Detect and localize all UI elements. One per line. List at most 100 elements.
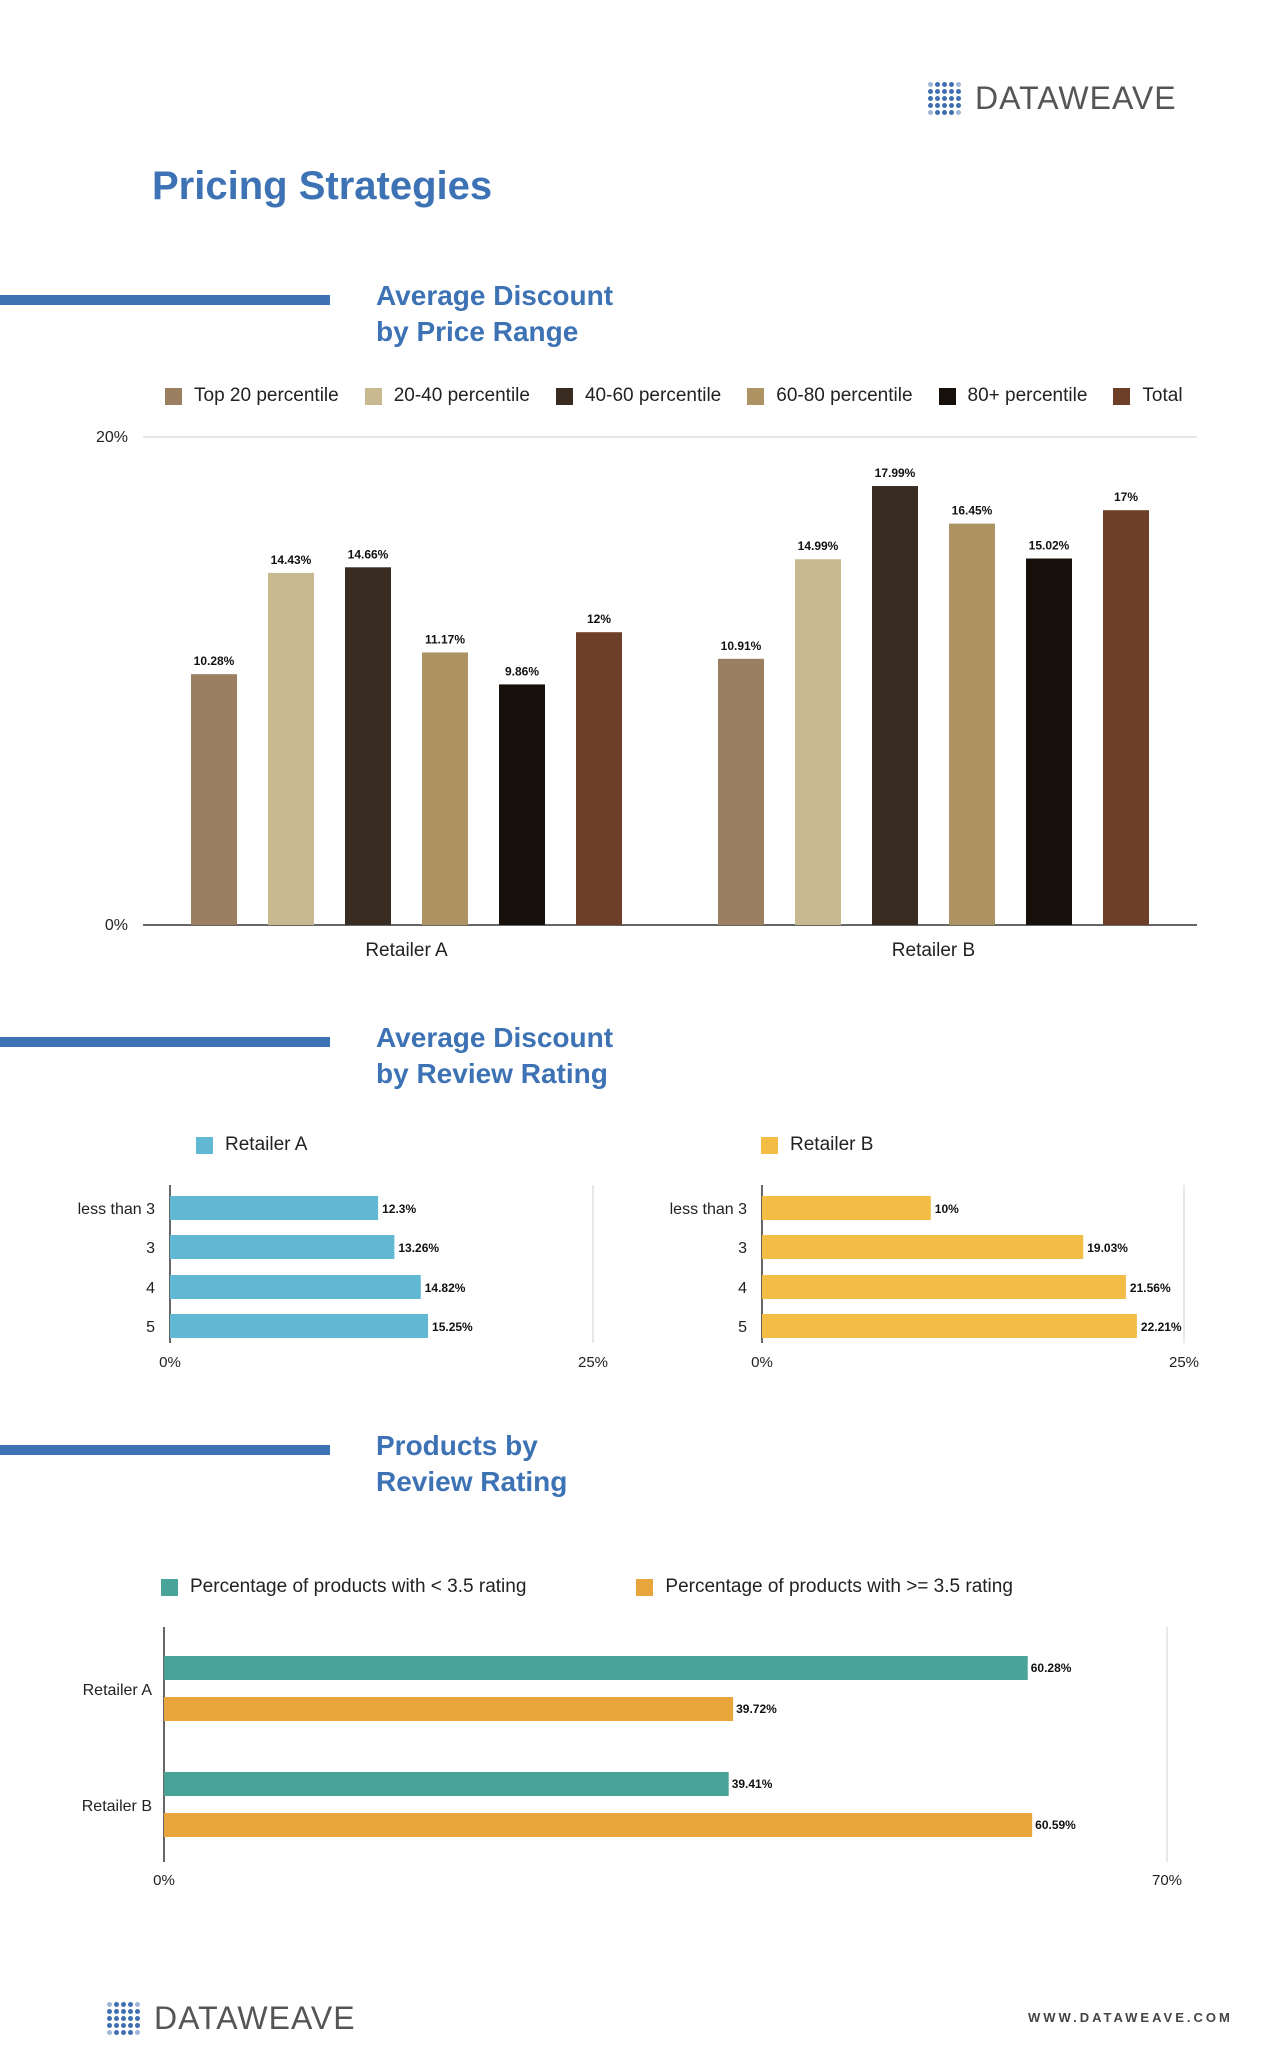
bar <box>1103 510 1149 925</box>
data-label: 15.02% <box>1029 539 1070 553</box>
y-tick-label: 20% <box>96 429 128 446</box>
retailer-b-legend: Retailer B <box>761 1134 873 1156</box>
data-label: 15.25% <box>432 1320 473 1334</box>
bar <box>191 674 237 925</box>
data-label: 17% <box>1114 490 1138 504</box>
legend-item: Retailer A <box>196 1134 307 1156</box>
bar <box>170 1275 421 1299</box>
bar <box>170 1196 379 1220</box>
section-title-review-rating: Average Discount by Review Rating <box>376 1020 613 1092</box>
legend-label: 60-80 percentile <box>776 385 913 406</box>
page-title: Pricing Strategies <box>152 164 493 208</box>
section-title-line: Average Discount <box>376 280 614 311</box>
legend-label: Top 20 percentile <box>194 385 339 406</box>
section-divider-bar <box>0 1037 330 1047</box>
data-label: 60.59% <box>1035 1818 1076 1832</box>
data-label: 60.28% <box>1031 1661 1072 1675</box>
y-tick-label: Retailer B <box>82 1798 152 1815</box>
data-label: 39.72% <box>736 1702 777 1716</box>
bar <box>345 567 391 925</box>
legend-swatch <box>161 1578 178 1596</box>
x-tick-label: Retailer A <box>365 940 448 961</box>
data-label: 10.91% <box>721 639 762 653</box>
legend-label: 80+ percentile <box>967 385 1088 406</box>
legend-swatch <box>364 387 382 405</box>
data-label: 39.41% <box>732 1777 773 1791</box>
section-title-line: Products by <box>376 1430 538 1461</box>
data-label: 10.28% <box>194 654 235 668</box>
dataweave-logo-icon <box>107 2002 140 2035</box>
section-title-price-range: Average Discount by Price Range <box>376 278 613 350</box>
bar <box>164 1697 734 1721</box>
legend-swatch <box>938 387 956 405</box>
bar <box>170 1235 395 1259</box>
bar <box>762 1235 1084 1259</box>
bar <box>795 559 841 925</box>
legend-swatch <box>747 387 765 405</box>
x-tick-label: 70% <box>1152 1872 1182 1889</box>
bar <box>762 1314 1137 1338</box>
bar <box>164 1656 1028 1680</box>
y-tick-label: less than 3 <box>670 1201 747 1218</box>
section-divider-bar <box>0 295 330 305</box>
data-label: 17.99% <box>875 466 916 480</box>
y-tick-label: 0% <box>105 917 128 934</box>
section-title-line: Average Discount <box>376 1022 614 1053</box>
products-legend: Percentage of products with < 3.5 rating… <box>161 1576 1013 1598</box>
data-label: 12.3% <box>382 1202 416 1216</box>
legend-item: 40-60 percentile <box>555 385 721 407</box>
section-title-line: by Price Range <box>376 316 579 347</box>
section-divider-bar <box>0 1445 330 1455</box>
bar <box>422 652 468 925</box>
bar <box>718 658 764 925</box>
legend-label: Retailer B <box>790 1134 874 1155</box>
legend-item: 20-40 percentile <box>364 385 530 407</box>
data-label: 14.82% <box>425 1281 466 1295</box>
legend-item: 80+ percentile <box>938 385 1088 407</box>
data-label: 22.21% <box>1141 1320 1182 1334</box>
legend-swatch <box>555 387 573 405</box>
legend-swatch <box>1113 387 1131 405</box>
data-label: 13.26% <box>398 1241 439 1255</box>
bar <box>576 632 622 925</box>
section-title-products: Products by Review Rating <box>376 1428 567 1500</box>
data-label: 11.17% <box>425 632 465 646</box>
data-label: 9.86% <box>505 664 539 678</box>
retailer-a-legend: Retailer A <box>196 1134 307 1156</box>
bar <box>762 1275 1126 1299</box>
legend-item: Retailer B <box>761 1134 873 1156</box>
legend-item: 60-80 percentile <box>747 385 913 407</box>
bar <box>268 572 314 925</box>
legend-label: 20-40 percentile <box>393 385 530 406</box>
legend-item: Percentage of products with >= 3.5 ratin… <box>636 1576 1013 1598</box>
x-tick-label: 25% <box>578 1354 608 1371</box>
data-label: 10% <box>935 1202 959 1216</box>
legend-swatch <box>636 1578 654 1596</box>
bar <box>872 486 918 925</box>
x-tick-label: 25% <box>1169 1354 1199 1371</box>
y-tick-label: Retailer A <box>83 1682 153 1699</box>
legend-item: Total <box>1113 385 1183 407</box>
y-tick-label: less than 3 <box>78 1201 155 1218</box>
bar <box>164 1772 729 1796</box>
bar <box>499 684 545 925</box>
x-tick-label: 0% <box>751 1354 773 1371</box>
y-tick-label: 5 <box>146 1319 155 1336</box>
data-label: 16.45% <box>952 504 993 518</box>
x-tick-label: 0% <box>153 1872 175 1889</box>
data-label: 12% <box>587 612 611 626</box>
data-label: 14.43% <box>271 553 312 567</box>
footer-url[interactable]: WWW.DATAWEAVE.COM <box>1028 2010 1233 2025</box>
price-range-legend: Top 20 percentile 20-40 percentile 40-60… <box>165 385 1183 407</box>
section-title-line: Review Rating <box>376 1466 568 1497</box>
data-label: 14.66% <box>348 547 389 561</box>
legend-label: Retailer A <box>225 1134 308 1155</box>
y-tick-label: 5 <box>738 1319 747 1336</box>
data-label: 19.03% <box>1087 1241 1128 1255</box>
dataweave-logo-icon <box>928 82 961 115</box>
x-tick-label: Retailer B <box>892 940 975 961</box>
bar <box>762 1196 931 1220</box>
legend-item: Top 20 percentile <box>165 385 339 407</box>
bar <box>164 1813 1033 1837</box>
